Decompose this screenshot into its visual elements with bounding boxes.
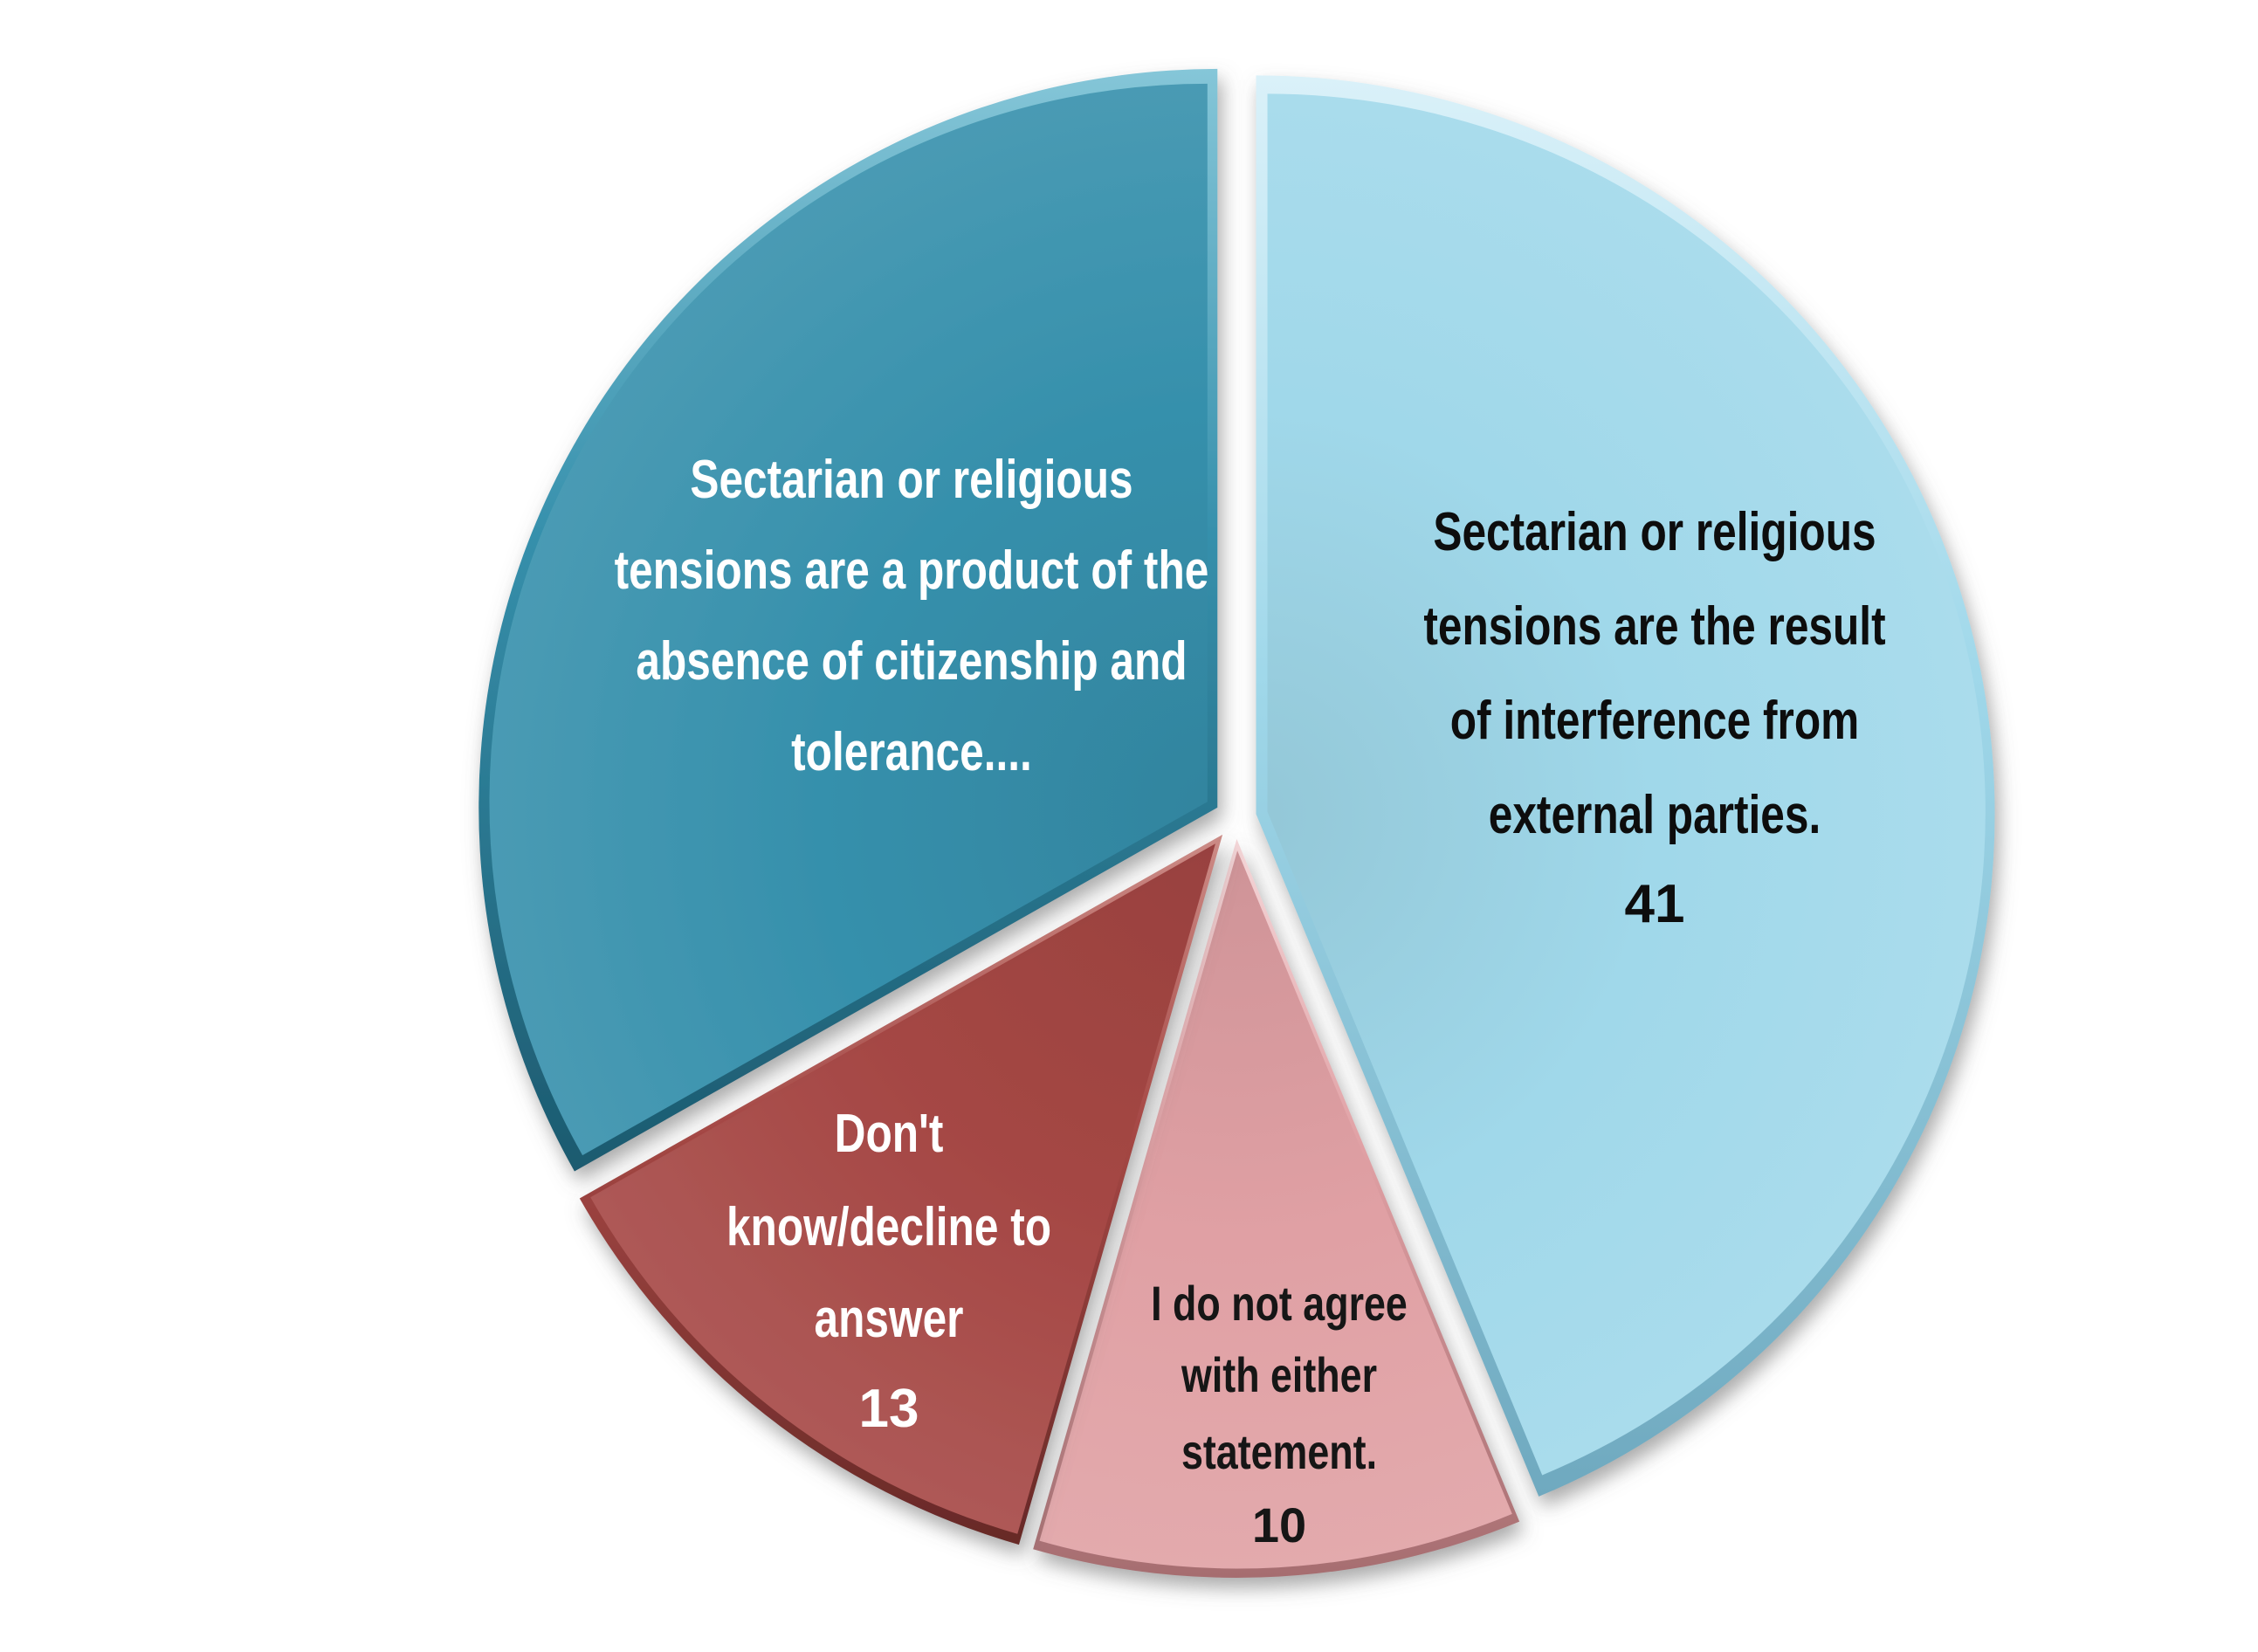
- pie-slice-neither-statement-label: I do not agree with either statement. 10: [1151, 1276, 1408, 1552]
- pie-slices: Sectarian or religious tensions are the r…: [478, 68, 1995, 1578]
- label-line: I do not agree: [1151, 1276, 1408, 1331]
- label-line: Don't: [835, 1104, 944, 1164]
- label-line: know/decline to: [726, 1197, 1051, 1257]
- pie-slice-dont-know-label: Don't know/decline to answer 13: [726, 1104, 1051, 1439]
- pie-slice-citizenship-tolerance: Sectarian or religious tensions are a pro…: [478, 68, 1218, 1172]
- pie-slice-citizenship-tolerance-label: Sectarian or religious tensions are a pro…: [615, 450, 1209, 782]
- value-line: 41: [1625, 874, 1685, 934]
- value-line: 10: [1252, 1497, 1306, 1552]
- label-line: with either: [1181, 1347, 1377, 1402]
- pie-slice-external-parties-label: Sectarian or religious tensions are the r…: [1423, 502, 1885, 934]
- label-line: external parties.: [1489, 785, 1821, 845]
- pie-slice-external-parties: Sectarian or religious tensions are the r…: [1256, 75, 1995, 1497]
- label-line: tensions are the result: [1423, 596, 1885, 657]
- pie-slice-external-parties-body: [1267, 93, 1986, 1476]
- pie-slice-citizenship-tolerance-body: [489, 83, 1208, 1156]
- pie-slice-dont-know: Don't know/decline to answer 13: [579, 834, 1223, 1545]
- label-line: tolerance....: [791, 722, 1032, 782]
- label-line: statement.: [1181, 1424, 1377, 1479]
- value-line: 13: [859, 1379, 919, 1439]
- pie-slice-neither-statement-body: [1039, 850, 1512, 1569]
- label-line: of interference from: [1450, 691, 1860, 751]
- label-line: tensions are a product of the: [615, 540, 1209, 601]
- label-line: Sectarian or religious: [690, 450, 1132, 510]
- label-line: Sectarian or religious: [1433, 502, 1876, 562]
- label-line: answer: [815, 1289, 964, 1349]
- pie-slice-neither-statement: I do not agree with either statement. 10: [1033, 838, 1520, 1578]
- label-line: absence of citizenship and: [636, 631, 1187, 692]
- pie-slice-dont-know-body: [590, 843, 1215, 1534]
